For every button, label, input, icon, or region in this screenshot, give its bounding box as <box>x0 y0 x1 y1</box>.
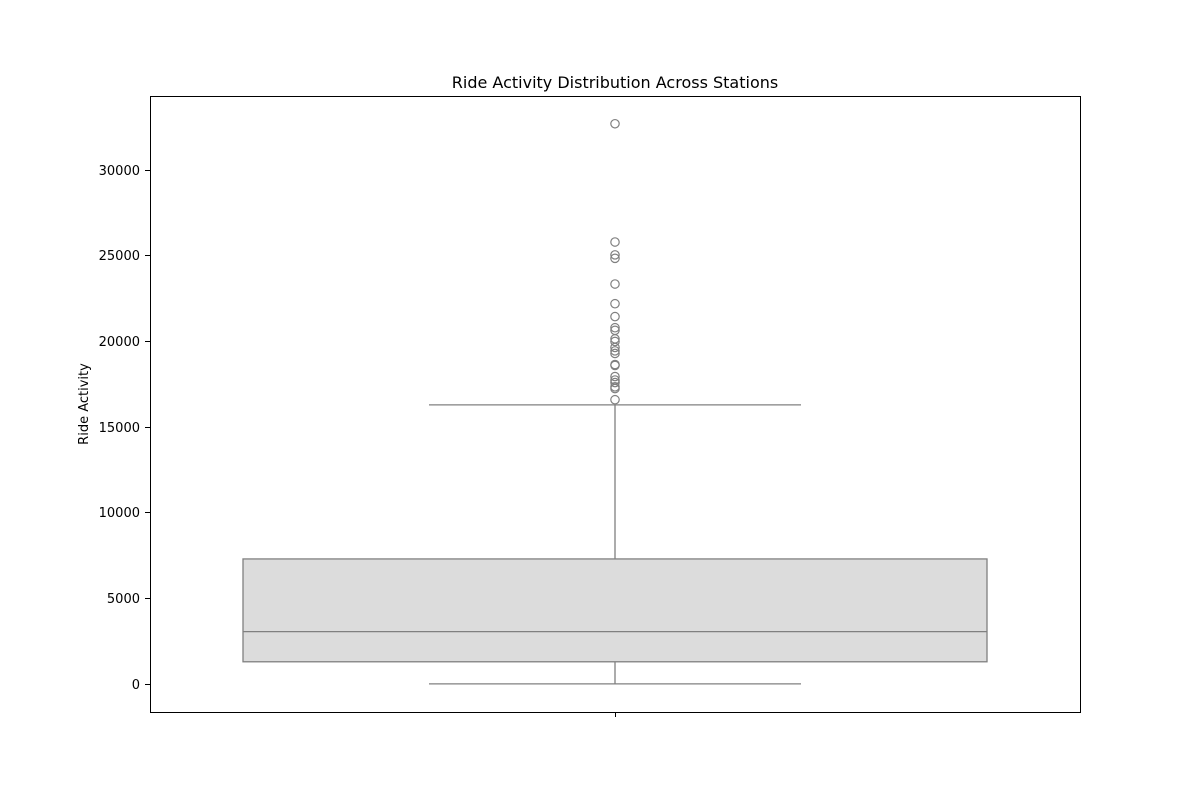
outlier-point <box>610 298 620 309</box>
outlier-point <box>610 394 620 405</box>
y-tick-label: 0 <box>132 678 140 693</box>
outlier-point <box>610 118 620 129</box>
outlier-point <box>610 375 620 385</box>
outlier-point <box>610 250 620 260</box>
outlier-point <box>610 336 620 347</box>
y-axis-label: Ride Activity <box>77 363 92 445</box>
outlier-point <box>610 382 620 392</box>
y-axis: 0 5000 10000 15000 20000 25000 30000 <box>99 164 616 717</box>
outlier-point <box>610 237 620 247</box>
y-tick-label: 10000 <box>99 506 140 521</box>
outlier-point <box>610 322 620 333</box>
outlier-point <box>610 253 620 264</box>
outlier-point <box>610 346 620 356</box>
outlier-point <box>610 359 620 370</box>
y-tick-label: 25000 <box>99 249 140 264</box>
y-tick-label: 20000 <box>99 335 140 350</box>
outlier-point <box>610 279 620 289</box>
y-tick-label: 15000 <box>99 421 140 436</box>
outlier-point <box>610 377 620 388</box>
interquartile-box <box>242 558 988 663</box>
y-tick-label: 30000 <box>99 164 140 179</box>
outlier-point <box>610 371 620 382</box>
plot-area <box>242 118 988 685</box>
chart-title: Ride Activity Distribution Across Statio… <box>452 73 778 92</box>
outlier-point <box>610 311 620 322</box>
y-tick-label: 5000 <box>107 592 140 607</box>
outlier-point <box>610 348 620 359</box>
outlier-point <box>610 325 620 336</box>
